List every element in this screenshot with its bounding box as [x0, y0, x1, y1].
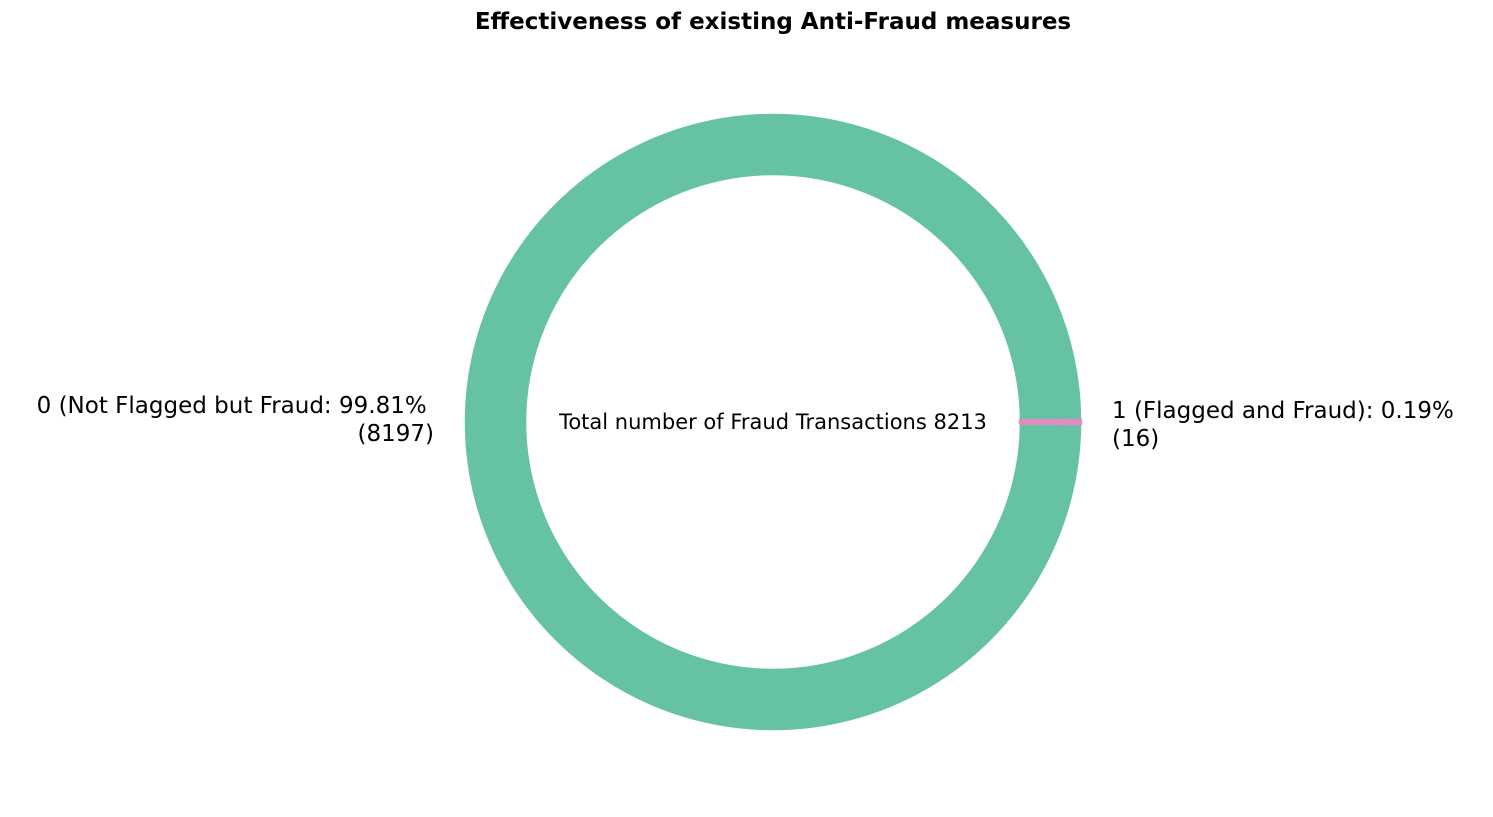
slice-not-flagged-but-fraud	[464, 113, 1082, 731]
donut-slices	[464, 113, 1083, 731]
slice-flagged-and-fraud	[1018, 418, 1083, 426]
slice-label-flagged-line1: 1 (Flagged and Fraud): 0.19%	[1112, 398, 1454, 424]
donut-center-label: Total number of Fraud Transactions 8213	[558, 410, 987, 434]
slice-label-not-flagged-line1: 0 (Not Flagged but Fraud: 99.81%	[37, 393, 427, 419]
slice-label-flagged-line2: (16)	[1112, 426, 1159, 452]
chart-title: Effectiveness of existing Anti-Fraud mea…	[475, 9, 1071, 35]
slice-label-not-flagged: 0 (Not Flagged but Fraud: 99.81% (8197)	[37, 393, 434, 447]
slice-label-not-flagged-line2: (8197)	[358, 421, 434, 447]
slice-label-flagged: 1 (Flagged and Fraud): 0.19% (16)	[1112, 398, 1461, 452]
